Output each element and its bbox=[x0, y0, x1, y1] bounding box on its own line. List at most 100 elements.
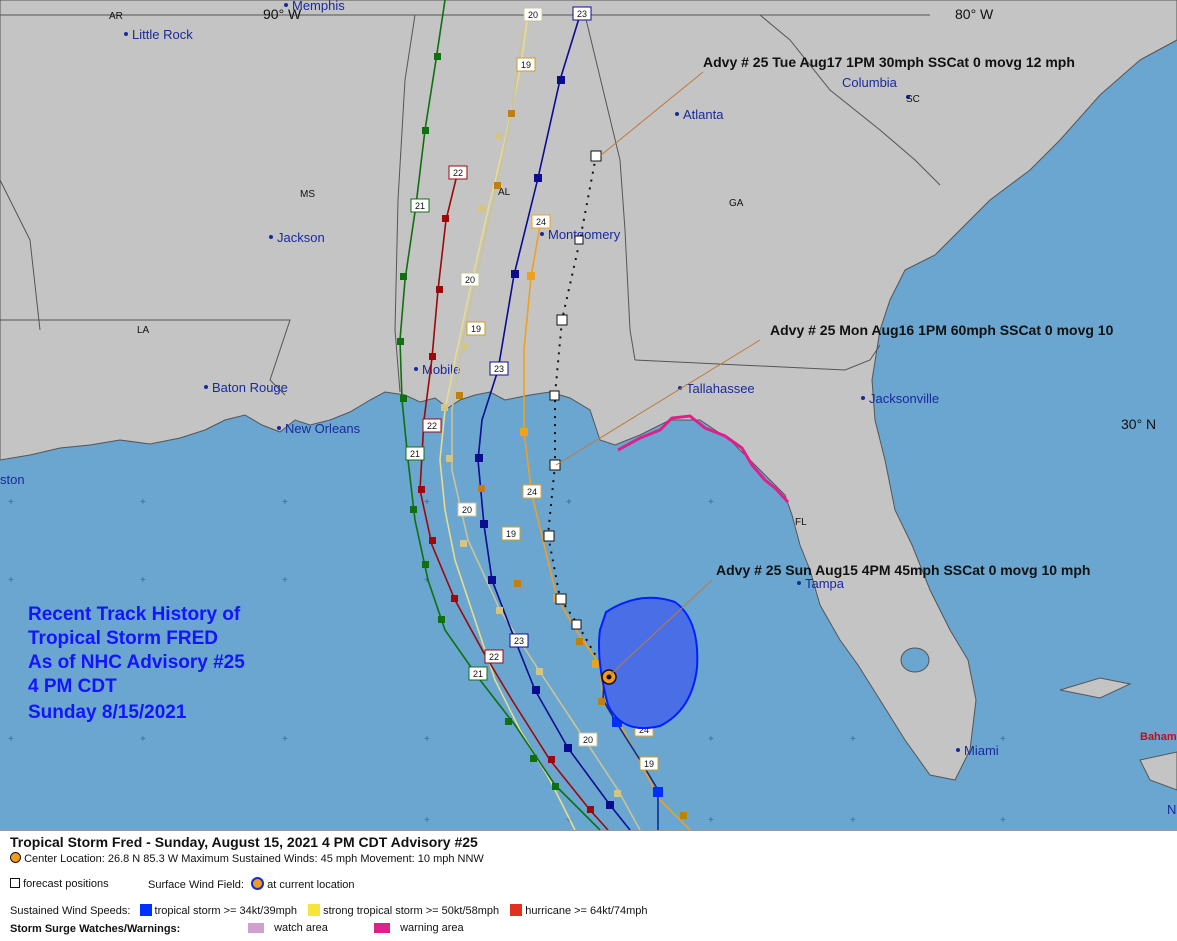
city-columbia: Columbia bbox=[842, 75, 898, 90]
svg-text:+: + bbox=[566, 497, 572, 508]
surge-label: Storm Surge Watches/Warnings: bbox=[10, 923, 181, 935]
svg-text:+: + bbox=[140, 575, 146, 586]
svg-text:+: + bbox=[424, 497, 430, 508]
edge-label-n: N bbox=[1167, 802, 1176, 817]
island-land bbox=[1139, 751, 1177, 791]
city-jackson: Jackson bbox=[277, 230, 325, 245]
edge-label-ston: ston bbox=[0, 472, 25, 487]
svg-text:SC: SC bbox=[906, 94, 920, 105]
current-location-label: at current location bbox=[267, 879, 355, 891]
svg-text:22: 22 bbox=[453, 168, 463, 178]
advisory-aug16: Advy # 25 Mon Aug16 1PM 60mph SSCat 0 mo… bbox=[770, 322, 1114, 338]
storm-track-map: + + + + + + + + + + + + + + + + + + + + + + Memphis Little… bbox=[0, 0, 1177, 830]
wind-field bbox=[598, 596, 699, 730]
advisory-callouts: Advy # 25 Tue Aug17 1PM 30mph SSCat 0 mo… bbox=[555, 54, 1114, 676]
forecast-position-icon bbox=[10, 878, 20, 888]
city-miami: Miami bbox=[964, 743, 999, 758]
svg-text:23: 23 bbox=[514, 636, 524, 646]
svg-text:23: 23 bbox=[494, 364, 504, 374]
svg-text:+: + bbox=[8, 734, 14, 745]
legend-panel: Tropical Storm Fred - Sunday, August 15,… bbox=[0, 830, 1177, 941]
city-tallahassee: Tallahassee bbox=[686, 381, 755, 396]
city-tampa: Tampa bbox=[805, 576, 845, 591]
svg-text:+: + bbox=[850, 734, 856, 745]
state-borders bbox=[0, 14, 941, 396]
advisory-aug17: Advy # 25 Tue Aug17 1PM 30mph SSCat 0 mo… bbox=[703, 54, 1075, 70]
svg-text:+: + bbox=[1000, 734, 1006, 745]
grid-ticks: + + + + + + + + + + + + + + + + + + + + + + bbox=[8, 497, 1006, 826]
current-location-marker bbox=[601, 669, 617, 685]
svg-text:LA: LA bbox=[137, 325, 150, 336]
watch-row: watch area bbox=[248, 922, 328, 934]
ts-swatch bbox=[139, 904, 152, 916]
storm-surge-warning bbox=[617, 414, 790, 504]
track-adv-24 bbox=[523, 219, 691, 830]
svg-text:Sunday 8/15/2021: Sunday 8/15/2021 bbox=[28, 702, 187, 723]
svg-text:MS: MS bbox=[300, 189, 315, 200]
svg-text:Recent Track History of: Recent Track History of bbox=[28, 604, 241, 625]
svg-text:21: 21 bbox=[415, 201, 425, 211]
svg-text:Tropical Storm FRED: Tropical Storm FRED bbox=[28, 628, 218, 649]
advisory-aug15: Advy # 25 Sun Aug15 4PM 45mph SSCat 0 mo… bbox=[716, 562, 1090, 578]
city-atlanta: Atlanta bbox=[683, 107, 724, 122]
center-location-row: Center Location: 26.8 N 85.3 W Maximum S… bbox=[10, 852, 484, 865]
city-little-rock: Little Rock bbox=[132, 27, 193, 42]
svg-text:GA: GA bbox=[729, 198, 744, 209]
city-baton-rouge: Baton Rouge bbox=[212, 380, 288, 395]
history-title: Recent Track History of Tropical Storm F… bbox=[28, 604, 245, 723]
svg-text:+: + bbox=[708, 734, 714, 745]
svg-text:AL: AL bbox=[498, 187, 511, 198]
svg-text:+: + bbox=[140, 734, 146, 745]
city-jacksonville: Jacksonville bbox=[869, 391, 939, 406]
svg-text:+: + bbox=[8, 497, 14, 508]
warning-swatch bbox=[374, 923, 390, 933]
svg-text:24: 24 bbox=[639, 725, 649, 735]
svg-text:+: + bbox=[282, 497, 288, 508]
wind-speeds-label: Sustained Wind Speeds: bbox=[10, 905, 131, 917]
svg-text:21: 21 bbox=[473, 669, 483, 679]
svg-text:+: + bbox=[1000, 815, 1006, 826]
wind-field-label: Surface Wind Field: bbox=[148, 879, 244, 891]
svg-text:+: + bbox=[424, 815, 430, 826]
edge-label-baham: Baham bbox=[1140, 731, 1177, 743]
svg-text:20: 20 bbox=[465, 275, 475, 285]
svg-text:23: 23 bbox=[577, 9, 587, 19]
svg-text:+: + bbox=[708, 815, 714, 826]
svg-text:20: 20 bbox=[462, 505, 472, 515]
svg-text:+: + bbox=[566, 815, 572, 826]
hurricane-swatch bbox=[510, 904, 523, 916]
svg-text:24: 24 bbox=[527, 487, 537, 497]
legend-title: Tropical Storm Fred - Sunday, August 15,… bbox=[10, 834, 478, 850]
wind-speeds-row: Sustained Wind Speeds: tropical storm >=… bbox=[10, 904, 648, 917]
advisory-number-labels: 20 23 19 22 21 24 20 19 23 22 21 24 20 19… bbox=[405, 6, 659, 771]
svg-text:+: + bbox=[140, 497, 146, 508]
svg-text:+: + bbox=[282, 575, 288, 586]
svg-text:+: + bbox=[708, 497, 714, 508]
svg-text:22: 22 bbox=[427, 421, 437, 431]
track-adv-19 bbox=[439, 21, 576, 830]
svg-text:+: + bbox=[424, 734, 430, 745]
svg-text:+: + bbox=[282, 734, 288, 745]
svg-text:21: 21 bbox=[410, 449, 420, 459]
watch-swatch bbox=[248, 923, 264, 933]
svg-text:AR: AR bbox=[109, 11, 123, 22]
lon-80-label: 80° W bbox=[955, 6, 994, 22]
svg-text:+: + bbox=[8, 575, 14, 586]
svg-text:20: 20 bbox=[528, 10, 538, 20]
svg-text:+: + bbox=[424, 575, 430, 586]
svg-text:19: 19 bbox=[471, 324, 481, 334]
forecast-positions-row: forecast positions bbox=[10, 878, 109, 890]
city-labels: Memphis Little Rock Atlanta Columbia Jac… bbox=[124, 0, 999, 758]
svg-text:20: 20 bbox=[583, 735, 593, 745]
ts-label: tropical storm >= 34kt/39mph bbox=[154, 905, 297, 917]
city-montgomery: Montgomery bbox=[548, 227, 621, 242]
svg-text:22: 22 bbox=[489, 652, 499, 662]
sts-swatch bbox=[308, 904, 321, 916]
svg-text:19: 19 bbox=[521, 60, 531, 70]
center-location-text: Center Location: 26.8 N 85.3 W Maximum S… bbox=[24, 853, 484, 865]
state-labels: AR MS AL GA SC LA FL bbox=[109, 11, 920, 528]
svg-text:FL: FL bbox=[795, 517, 807, 528]
track-markers bbox=[397, 53, 687, 819]
svg-text:4 PM CDT: 4 PM CDT bbox=[28, 676, 117, 697]
warning-row: warning area bbox=[374, 922, 464, 934]
